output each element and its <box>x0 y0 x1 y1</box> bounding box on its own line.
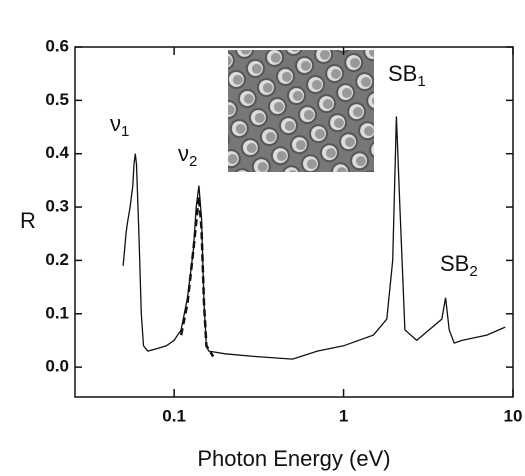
annotation-text: ν <box>110 111 121 136</box>
annotation-text: SB <box>440 251 469 276</box>
y-tick-label: 0.5 <box>45 90 69 109</box>
y-tick-label: 0.4 <box>45 143 69 162</box>
x-axis-title: Photon Energy (eV) <box>197 446 390 471</box>
y-tick-label: 0.1 <box>45 303 69 322</box>
inset-image <box>228 50 374 172</box>
annotation-subscript: 1 <box>417 73 425 90</box>
annotation-text: SB <box>388 61 417 86</box>
annotation: ν1 <box>110 111 129 140</box>
y-tick-label: 0.3 <box>45 197 69 216</box>
x-tick-label: 0.1 <box>162 406 186 425</box>
x-tick-label: 1 <box>339 406 348 425</box>
annotation: ν2 <box>178 141 197 170</box>
y-axis-title: R <box>20 208 36 233</box>
y-tick-label: 0.0 <box>45 357 69 376</box>
annotation-subscript: 1 <box>121 123 129 140</box>
annotation-subscript: 2 <box>189 153 197 170</box>
data-line <box>179 196 215 358</box>
y-tick-label: 0.6 <box>45 36 69 55</box>
annotation-text: ν <box>178 141 189 166</box>
y-tick-label: 0.2 <box>45 250 69 269</box>
x-tick-label: 10 <box>504 406 523 425</box>
annotation-subscript: 2 <box>469 263 477 280</box>
annotation: SB2 <box>440 251 478 280</box>
plot-frame <box>74 46 514 398</box>
annotation: SB1 <box>388 61 426 90</box>
